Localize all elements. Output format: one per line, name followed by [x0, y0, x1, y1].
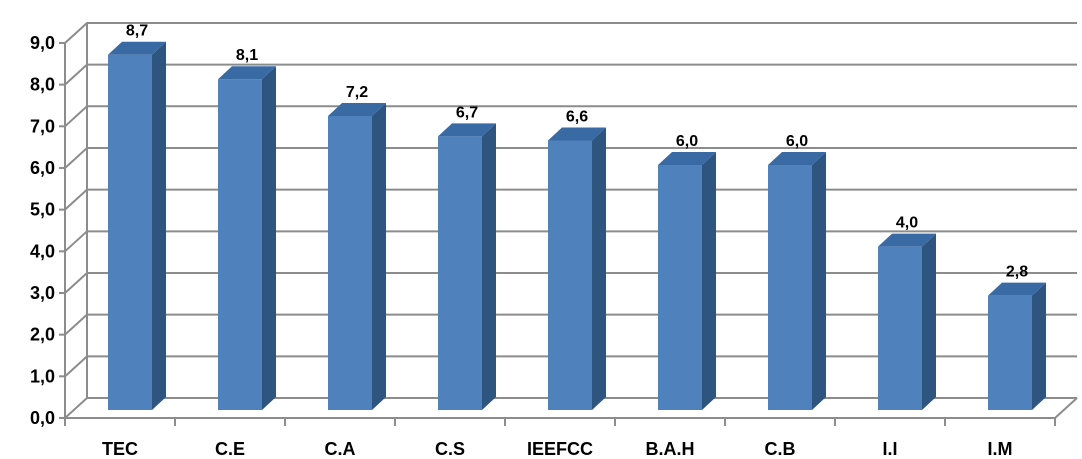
bar-side — [812, 151, 826, 410]
bar-front — [438, 136, 482, 410]
bar — [768, 151, 826, 410]
x-tick-label: B.A.H — [646, 439, 695, 459]
bar — [878, 233, 936, 410]
bar-front — [658, 164, 702, 410]
y-tick-label: 1,0 — [30, 366, 55, 386]
y-tick-label: 3,0 — [30, 283, 55, 303]
bar — [108, 41, 166, 410]
bar-top — [328, 102, 386, 116]
data-label: 6,0 — [786, 133, 808, 150]
bar-top — [878, 233, 936, 247]
bar-top — [988, 282, 1046, 296]
data-labels: 8,7 8,1 7,2 6,7 6,6 6,0 6,0 4,0 2,8 — [126, 23, 1028, 281]
bar-top — [658, 151, 716, 165]
bar-side — [592, 127, 606, 410]
x-tick-label: I.M — [988, 439, 1013, 459]
bar — [988, 282, 1046, 410]
bar-front — [218, 79, 262, 410]
gridline — [64, 21, 1077, 44]
y-tick-label: 4,0 — [30, 241, 55, 261]
bar-front — [328, 115, 372, 411]
data-label: 8,1 — [236, 47, 258, 64]
bar-front — [548, 140, 592, 410]
data-label: 6,6 — [566, 108, 588, 125]
bar-side — [152, 41, 166, 410]
bars — [108, 41, 1046, 411]
data-label: 6,7 — [456, 104, 478, 121]
bar-top — [108, 41, 166, 55]
bar — [658, 151, 716, 410]
bar-top — [768, 151, 826, 165]
x-tick-label: TEC — [102, 439, 138, 459]
x-tick-label: C.A — [325, 439, 356, 459]
data-label: 2,8 — [1006, 264, 1028, 281]
y-tick-label: 6,0 — [30, 158, 55, 178]
bar-side — [1032, 282, 1046, 410]
bar-side — [922, 233, 936, 410]
bar-side — [372, 102, 386, 411]
bar-top — [438, 123, 496, 137]
y-tick-label: 0,0 — [30, 408, 55, 428]
y-tick-label: 7,0 — [30, 116, 55, 136]
bar-front — [878, 246, 922, 410]
bar-side — [482, 123, 496, 411]
x-tick-label: C.B — [765, 439, 796, 459]
x-tick-label: C.E — [215, 439, 245, 459]
bar-front — [768, 164, 812, 410]
bar-top — [548, 127, 606, 141]
data-label: 8,7 — [126, 23, 148, 40]
axes — [59, 22, 1078, 426]
bar — [438, 123, 496, 411]
bar-side — [262, 66, 276, 410]
bar-front — [988, 295, 1032, 410]
bar-top — [218, 66, 276, 80]
gridline — [64, 63, 1077, 86]
bar-side — [702, 151, 716, 410]
x-tick-labels: TEC C.E C.A C.S IEEFCC B.A.H C.B I.I I.M — [102, 439, 1013, 459]
bar — [548, 127, 606, 410]
y-tick-label: 9,0 — [30, 33, 55, 53]
x-tick-label: IEEFCC — [527, 439, 593, 459]
y-tick-label: 8,0 — [30, 75, 55, 95]
bar — [328, 102, 386, 411]
data-label: 7,2 — [346, 84, 368, 101]
bar-front — [108, 54, 152, 410]
y-tick-labels: 0,0 1,0 2,0 3,0 4,0 5,0 6,0 7,0 8,0 9,0 — [30, 33, 55, 428]
data-label: 6,0 — [676, 133, 698, 150]
y-tick-label: 5,0 — [30, 200, 55, 220]
x-tick-label: C.S — [435, 439, 465, 459]
y-tick-label: 2,0 — [30, 325, 55, 345]
bar — [218, 66, 276, 410]
data-label: 4,0 — [896, 215, 918, 232]
x-tick-label: I.I — [882, 439, 897, 459]
